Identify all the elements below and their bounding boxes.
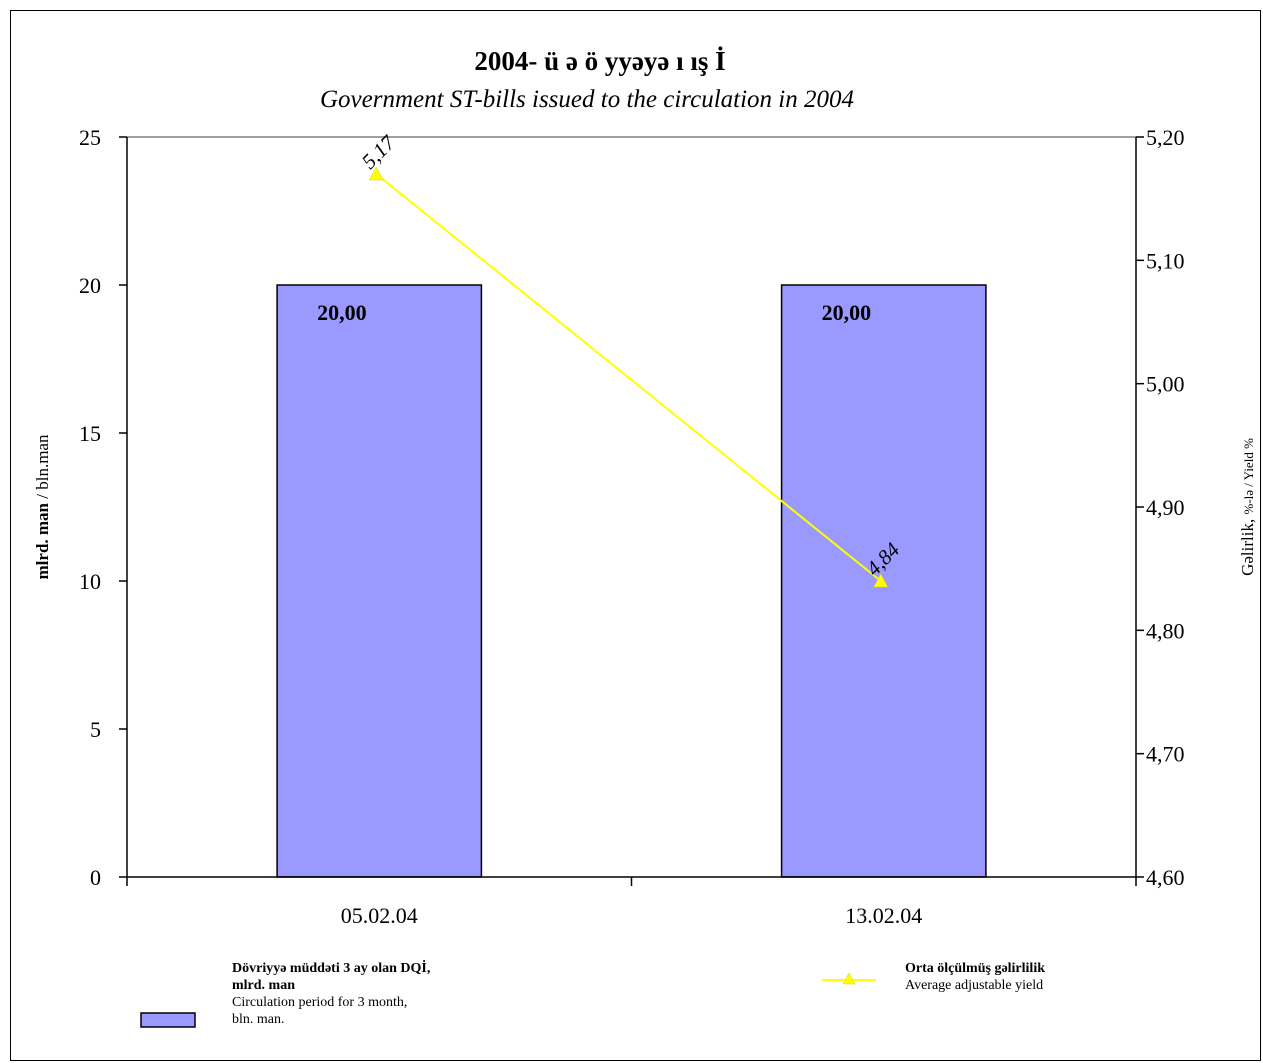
left-axis-label-normal: / bln.man <box>33 434 52 503</box>
category-label: 13.02.04 <box>845 903 922 928</box>
legend-bar-entry: Dövriyyə müddəti 3 ay olan DQİ, mlrd. ma… <box>232 960 532 1028</box>
right-axis-label: Gəlirlik, %-lə / Yield % <box>1238 438 1257 576</box>
legend-bar-title-2: mlrd. man <box>232 978 295 993</box>
right-axis-ticks: 4,60 4,70 4,80 4,90 5,00 5,10 5,20 <box>1136 125 1185 890</box>
right-tick-label: 5,10 <box>1146 248 1185 273</box>
bar <box>276 284 483 878</box>
left-tick-label: 0 <box>90 865 101 890</box>
legend-line-desc: Average adjustable yield <box>905 978 1044 993</box>
bar-data-label: 20,00 <box>317 300 367 325</box>
category-label: 05.02.04 <box>341 903 418 928</box>
left-tick-label: 25 <box>79 125 101 150</box>
category-axis: 05.02.04 13.02.04 <box>126 877 1137 928</box>
left-tick-label: 5 <box>90 717 101 742</box>
left-axis-label: mlrd. man / bln.man <box>33 434 52 579</box>
legend-bar-title-1: Dövriyyə müddəti 3 ay olan DQİ, <box>232 961 431 976</box>
left-tick-label: 20 <box>79 273 101 298</box>
right-tick-label: 5,00 <box>1146 372 1185 397</box>
left-tick-label: 15 <box>79 421 101 446</box>
legend-bar-swatch <box>140 1012 196 1028</box>
left-axis-ticks: 0 5 10 15 20 25 <box>79 125 127 890</box>
yield-marker <box>873 573 889 588</box>
legend-line-title: Orta ölçülmüş gəlirlilik <box>905 961 1045 976</box>
left-axis-label-bold: mlrd. man <box>33 502 52 579</box>
bar-data-label: 20,00 <box>822 300 872 325</box>
legend-bar-desc-2: bln. man. <box>232 1012 285 1027</box>
right-axis-label-b: %-lə / Yield % <box>1241 438 1256 515</box>
right-tick-label: 4,90 <box>1146 495 1185 520</box>
right-tick-label: 5,20 <box>1146 125 1185 150</box>
right-axis-label-a: Gəlirlik, <box>1238 515 1257 576</box>
yield-data-label: 5,17 <box>357 130 401 174</box>
chart-frame <box>10 10 1261 1061</box>
yield-marker <box>368 166 384 181</box>
chart-subtitle: Government ST-bills issued to the circul… <box>320 86 854 113</box>
legend-bar-desc-1: Circulation period for 3 month, <box>232 995 408 1010</box>
right-tick-label: 4,80 <box>1146 618 1185 643</box>
chart-title: 2004- ü ə ö yyəyə ı ış İ <box>474 46 725 76</box>
right-tick-label: 4,60 <box>1146 865 1185 890</box>
left-tick-label: 10 <box>79 569 101 594</box>
right-tick-label: 4,70 <box>1146 742 1185 767</box>
legend-line-entry: Orta ölçülmüş gəlirlilik Average adjusta… <box>905 960 1205 994</box>
yield-line <box>375 173 882 582</box>
legend-line-marker <box>842 972 856 985</box>
